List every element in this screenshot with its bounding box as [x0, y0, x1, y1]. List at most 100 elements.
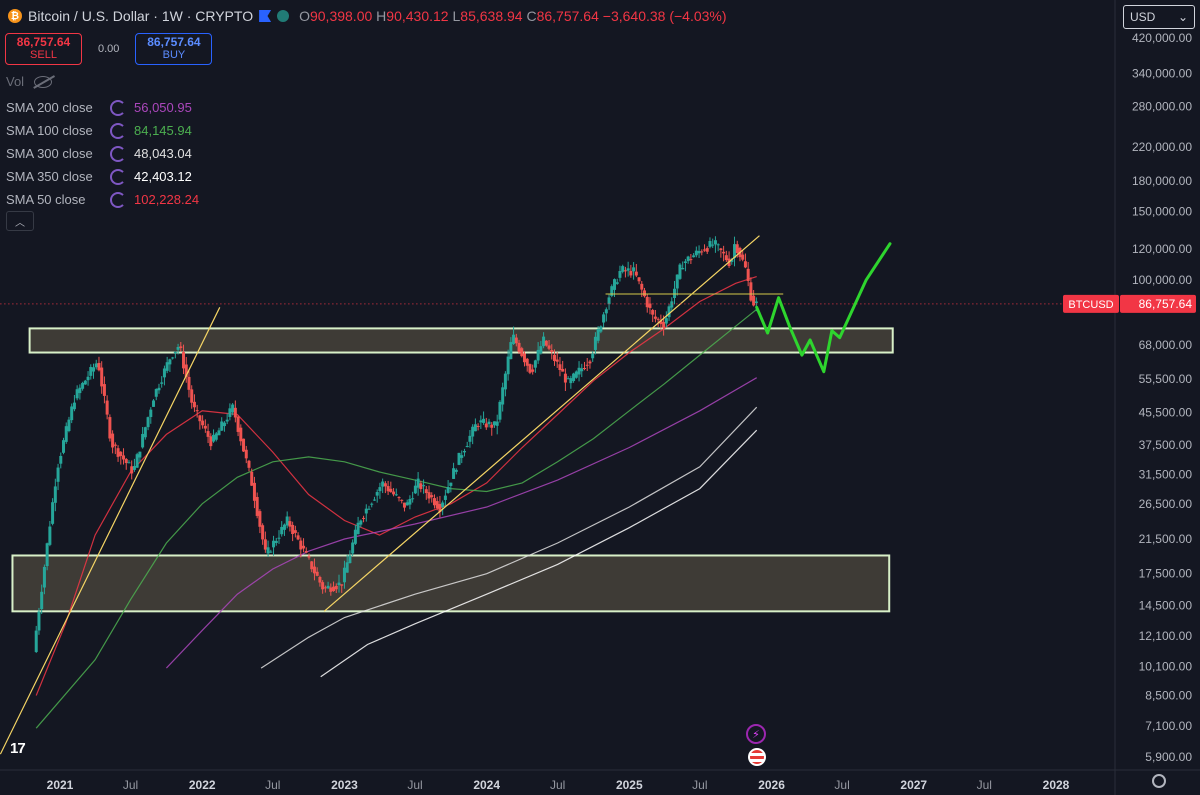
candle-body: [558, 364, 562, 371]
candle-body: [48, 526, 52, 545]
candle-body: [664, 318, 668, 324]
candle-body: [514, 337, 518, 344]
x-tick-label: 2028: [1043, 778, 1070, 792]
indicator-settings-icon[interactable]: [110, 168, 126, 185]
candle-body: [452, 468, 456, 479]
symbol-title[interactable]: Bitcoin / U.S. Dollar · 1W · CRYPTO: [28, 8, 254, 24]
y-tick-label: 8,500.00: [1145, 688, 1192, 702]
candle-body: [228, 408, 232, 417]
y-tick-label: 150,000.00: [1132, 205, 1192, 219]
candle-body: [640, 283, 644, 290]
currency-select[interactable]: USD ⌄: [1123, 5, 1195, 29]
candle-body: [479, 420, 483, 423]
candle-body: [735, 244, 739, 254]
candle-body: [176, 346, 180, 350]
indicator-settings-icon[interactable]: [110, 99, 126, 116]
candle-body: [602, 314, 606, 323]
candle-body: [51, 502, 55, 524]
candle-body: [697, 250, 701, 254]
buy-button[interactable]: 86,757.64 BUY: [135, 33, 213, 65]
candle-body: [678, 264, 682, 279]
candle-body: [522, 353, 526, 363]
volume-indicator[interactable]: Vol: [6, 74, 53, 89]
candle-body: [42, 566, 46, 588]
candle-body: [266, 547, 270, 554]
candle-body: [397, 497, 401, 499]
candle-body: [89, 367, 93, 376]
x-tick-label: 2027: [900, 778, 927, 792]
candle-body: [318, 576, 322, 583]
collapse-legend-button[interactable]: ︿: [6, 211, 34, 231]
candle-body: [252, 482, 256, 501]
candle-body: [596, 329, 600, 341]
us-flag-event-icon[interactable]: [748, 748, 766, 766]
indicator-row[interactable]: SMA 50 close 102,228.24: [6, 188, 199, 211]
sell-button[interactable]: 86,757.64 SELL: [5, 33, 82, 65]
y-tick-label: 10,100.00: [1139, 659, 1193, 673]
candle-body: [173, 351, 177, 354]
indicator-row[interactable]: SMA 350 close 42,403.12: [6, 165, 199, 188]
candle-body: [457, 452, 461, 465]
indicator-row[interactable]: SMA 200 close 56,050.95: [6, 96, 199, 119]
indicator-row[interactable]: SMA 300 close 48,043.04: [6, 142, 199, 165]
candle-body: [100, 367, 104, 387]
candle-body: [482, 418, 486, 423]
candle-body: [716, 244, 720, 246]
indicator-row[interactable]: SMA 100 close 84,145.94: [6, 119, 199, 142]
event-lightning-icon[interactable]: ⚡: [746, 724, 766, 744]
y-tick-label: 340,000.00: [1132, 67, 1192, 81]
candle-body: [460, 455, 464, 458]
indicator-settings-icon[interactable]: [110, 191, 126, 208]
candle-body: [362, 517, 366, 519]
candle-body: [351, 542, 355, 554]
gear-icon[interactable]: [1152, 774, 1166, 788]
candle-body: [626, 268, 630, 271]
indicator-name: SMA 350 close: [6, 169, 93, 184]
ohlc-values: O90,398.00 H90,430.12 L85,638.94 C86,757…: [299, 8, 727, 24]
candle-body: [517, 342, 521, 352]
candle-body: [217, 430, 221, 436]
y-tick-label: 280,000.00: [1132, 99, 1192, 113]
candle-body: [206, 431, 210, 437]
candle-body: [643, 290, 647, 297]
candle-body: [105, 400, 109, 415]
candle-body: [419, 483, 423, 490]
y-tick-label: 21,500.00: [1139, 532, 1193, 546]
candle-body: [484, 423, 488, 428]
eye-hidden-icon[interactable]: [34, 75, 53, 88]
candle-body: [667, 306, 671, 318]
y-tick-label: 7,100.00: [1145, 719, 1192, 733]
candle-body: [348, 555, 352, 564]
candle-body: [214, 433, 218, 440]
candle-body: [236, 416, 240, 432]
candle-body: [574, 371, 578, 378]
candle-body: [291, 524, 295, 535]
candle-body: [184, 364, 188, 377]
candle-body: [749, 282, 753, 301]
candle-body: [454, 469, 458, 472]
y-tick-label: 45,500.00: [1139, 406, 1193, 420]
candle-body: [92, 367, 96, 372]
candle-body: [413, 485, 417, 494]
x-tick-label: 2025: [616, 778, 643, 792]
y-tick-label: 26,500.00: [1139, 497, 1193, 511]
indicator-name: SMA 50 close: [6, 192, 86, 207]
candle-body: [312, 566, 316, 574]
flag-icon[interactable]: [259, 10, 272, 22]
candle-body: [364, 508, 368, 514]
candle-body: [528, 364, 532, 373]
candle-body: [282, 524, 286, 530]
tradingview-logo-icon[interactable]: 17: [10, 740, 26, 757]
candle-body: [353, 529, 357, 544]
candle-body: [97, 362, 101, 371]
candle-body: [122, 455, 126, 460]
indicator-settings-icon[interactable]: [110, 122, 126, 139]
candle-body: [582, 368, 586, 370]
x-tick-label: Jul: [550, 778, 565, 792]
candle-body: [274, 540, 278, 543]
indicator-settings-icon[interactable]: [110, 145, 126, 162]
candle-body: [607, 297, 611, 305]
x-tick-label: 2021: [47, 778, 74, 792]
candle-body: [381, 481, 385, 487]
